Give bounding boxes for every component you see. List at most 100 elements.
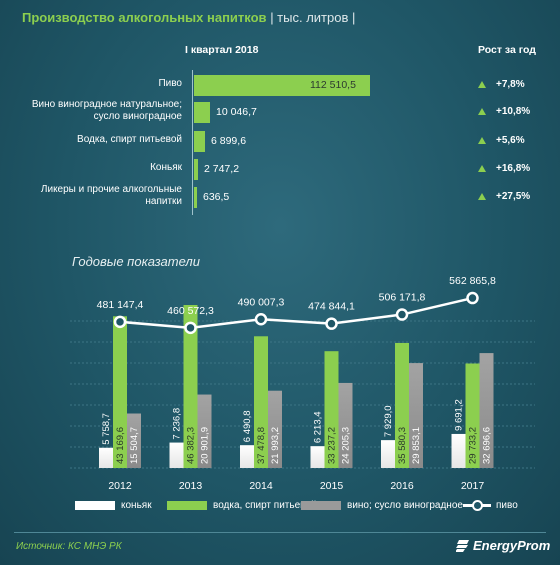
x-tick-label: 2016 [390, 480, 414, 492]
bar-value-label: 43 169,6 [115, 427, 126, 464]
bar-wine [127, 413, 141, 468]
legend-label-wine: вино; сусло виноградное [347, 500, 463, 511]
row-value: 10 046,7 [216, 106, 257, 118]
legend-label-cognac: коньяк [121, 500, 152, 511]
annual-subtitle: Годовые показатели [72, 254, 200, 269]
legend-swatch-vodka [167, 501, 207, 510]
growth-value: +5,6% [496, 135, 525, 146]
legend-label-vodka: водка, спирт питьевой [213, 500, 317, 511]
table-row: Коньяк 2 747,2 +16,8% [0, 158, 560, 186]
brand-logo: EnergyProm [456, 538, 550, 553]
bar-value-label: 46 382,3 [186, 427, 197, 464]
bar-0 [194, 75, 370, 96]
period-header: I квартал 2018 [185, 44, 259, 56]
table-row: Водка, спирт питьевой 6 899,6 +5,6% [0, 130, 560, 158]
bar-cognac [381, 440, 395, 468]
bar-value-label: 6 213,4 [313, 411, 324, 443]
legend-line-beer [463, 500, 491, 511]
bar-vodka [465, 363, 480, 468]
legend-swatch-cognac [75, 501, 115, 510]
row-label: Пиво [158, 78, 182, 89]
bar-value-label: 29 733,2 [468, 427, 479, 464]
beer-value-label: 481 147,4 [97, 299, 144, 311]
annual-chart: 5 758,7 43 169,6 15 504,7 2012 7 236,846 382… [70, 275, 535, 492]
bar-1 [194, 102, 210, 123]
bar-wine [409, 363, 423, 468]
row-value: 112 510,5 [310, 79, 356, 91]
beer-value-label: 490 007,3 [238, 296, 285, 308]
growth-value: +16,8% [496, 163, 531, 174]
legend-item-vodka: водка, спирт питьевой [167, 500, 317, 511]
bar-wine [197, 394, 212, 468]
legend: коньяк водка, спирт питьевой вино; сусло… [75, 500, 535, 516]
beer-value-label: 474 844,1 [308, 301, 355, 313]
beer-point [113, 315, 127, 329]
bar-value-label: 15 504,7 [129, 427, 140, 464]
growth-header: Рост за год [478, 44, 536, 56]
bar-wine [268, 390, 282, 468]
bar-value-label: 29 853,1 [411, 427, 422, 464]
row-value: 636,5 [203, 191, 230, 203]
source-note: Источник: КС МНЭ РК [16, 541, 122, 552]
x-tick-label: 2014 [249, 480, 273, 492]
beer-value-label: 562 865,8 [449, 275, 496, 287]
beer-line [119, 296, 473, 330]
growth-up-icon [478, 165, 486, 172]
legend-label-beer: пиво [496, 500, 518, 511]
bar-value-label: 5 758,7 [101, 413, 112, 445]
bar-cognac [310, 446, 325, 468]
growth-up-icon [478, 193, 486, 200]
x-tick-label: 2013 [179, 480, 203, 492]
beer-point [395, 308, 409, 321]
row-label: Водка, спирт питьевой [77, 134, 182, 145]
brand-mark-icon [456, 539, 469, 552]
row-label: Вино виноградное натуральное; сусло вино… [31, 99, 182, 122]
x-tick-label: 2015 [320, 480, 344, 492]
bar-value-label: 35 580,3 [397, 427, 408, 464]
bar-value-label: 7 236,8 [172, 408, 183, 440]
bar-wine [338, 382, 353, 468]
table-row: Пиво 112 510,5 +7,8% [0, 74, 560, 102]
bar-2 [194, 131, 205, 152]
beer-point [254, 313, 268, 326]
row-label: Коньяк [150, 162, 182, 173]
row-value: 2 747,2 [204, 163, 240, 175]
title-unit: | тыс. литров | [270, 10, 356, 25]
brand-name: EnergyProm [473, 538, 551, 553]
x-tick-label: 2012 [108, 480, 132, 492]
x-tick-label: 2017 [461, 480, 485, 492]
title-main: Производство алкогольных напитков [22, 10, 267, 25]
bar-cognac [240, 445, 254, 468]
beer-value-label: 460 572,3 [167, 305, 214, 317]
beer-point [466, 291, 479, 305]
legend-item-wine: вино; сусло виноградное [301, 500, 463, 511]
legend-item-beer: пиво [463, 500, 518, 511]
growth-value: +7,8% [496, 79, 525, 90]
bar-value-label: 37 478,8 [256, 427, 267, 464]
growth-value: +27,5% [496, 191, 531, 202]
bar-3 [194, 159, 198, 180]
bar-vodka [113, 316, 127, 468]
bar-value-label: 20 901,9 [200, 427, 211, 464]
bar-vodka [254, 336, 268, 468]
bar-value-label: 24 205,3 [341, 427, 352, 464]
chart-title: Производство алкогольных напитков | тыс.… [22, 10, 355, 25]
bar-4 [194, 187, 197, 208]
row-value: 6 899,6 [211, 135, 247, 147]
growth-up-icon [478, 81, 486, 88]
bar-cognac [99, 447, 113, 468]
legend-swatch-wine [301, 501, 341, 510]
bar-value-label: 7 929,0 [383, 405, 394, 437]
legend-item-cognac: коньяк [75, 500, 152, 511]
bar-wine [479, 353, 494, 468]
bar-value-label: 21 993,2 [270, 427, 281, 464]
bar-value-label: 33 237,2 [327, 427, 338, 464]
beer-value-label: 506 171,8 [379, 292, 426, 304]
bar-vodka [183, 305, 198, 468]
footer-divider [14, 532, 546, 533]
bar-value-label: 32 696,6 [482, 427, 493, 464]
bar-cognac [451, 433, 466, 468]
bar-vodka [324, 351, 339, 468]
growth-up-icon [478, 108, 486, 115]
vertical-axis-line [192, 70, 193, 215]
